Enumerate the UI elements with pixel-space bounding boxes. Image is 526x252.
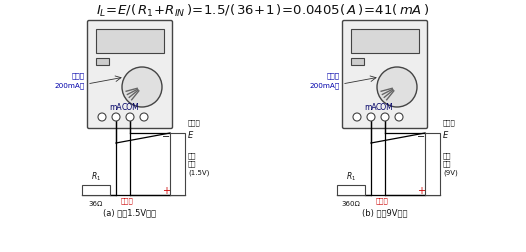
Text: (b) 检测9V电池: (b) 检测9V电池 xyxy=(362,208,408,217)
Text: 红表笔: 红表笔 xyxy=(376,198,389,204)
Text: $R_1$: $R_1$ xyxy=(91,171,101,183)
Text: 360Ω: 360Ω xyxy=(341,201,360,207)
Bar xyxy=(170,133,185,195)
Text: mA: mA xyxy=(365,103,377,111)
Circle shape xyxy=(112,113,120,121)
Text: 黑表笔: 黑表笔 xyxy=(188,120,201,126)
Text: −: − xyxy=(162,132,170,142)
Circle shape xyxy=(381,113,389,121)
Text: $R_1$: $R_1$ xyxy=(346,171,356,183)
Circle shape xyxy=(140,113,148,121)
Circle shape xyxy=(377,67,417,107)
FancyBboxPatch shape xyxy=(342,20,428,129)
Text: E: E xyxy=(188,132,193,141)
Text: 被测
电池
(1.5V): 被测 电池 (1.5V) xyxy=(188,152,209,176)
Text: +: + xyxy=(162,186,170,196)
Text: E: E xyxy=(443,132,448,141)
Circle shape xyxy=(367,113,375,121)
Text: 被测
电池
(9V): 被测 电池 (9V) xyxy=(443,152,458,176)
Circle shape xyxy=(122,67,162,107)
Text: +: + xyxy=(417,186,425,196)
Text: 200mA挡: 200mA挡 xyxy=(310,82,340,89)
Text: 置直流: 置直流 xyxy=(327,72,340,79)
Circle shape xyxy=(98,113,106,121)
Bar xyxy=(337,185,365,195)
Bar xyxy=(351,29,419,53)
Text: mA: mA xyxy=(110,103,123,111)
Circle shape xyxy=(353,113,361,121)
Text: COM: COM xyxy=(376,103,394,111)
Circle shape xyxy=(395,113,403,121)
Text: COM: COM xyxy=(121,103,139,111)
Text: 红表笔: 红表笔 xyxy=(121,198,134,204)
FancyBboxPatch shape xyxy=(87,20,173,129)
Bar xyxy=(82,185,110,195)
Bar xyxy=(351,58,364,65)
Bar xyxy=(96,58,109,65)
Text: (a) 检测1.5V电池: (a) 检测1.5V电池 xyxy=(104,208,157,217)
Bar xyxy=(425,133,440,195)
Text: 黑表笔: 黑表笔 xyxy=(443,120,456,126)
Text: $I_L\!=\!E/(\,R_1\!+\!R_{IN}\,)\!=\!1.5/(\,36\!+\!1\,)\!=\!0.0405(\,A\,)\!=\!41(: $I_L\!=\!E/(\,R_1\!+\!R_{IN}\,)\!=\!1.5/… xyxy=(96,3,430,19)
Text: −: − xyxy=(417,132,425,142)
Text: 36Ω: 36Ω xyxy=(89,201,103,207)
Bar xyxy=(96,29,164,53)
Text: 200mA挡: 200mA挡 xyxy=(55,82,85,89)
Text: 置直流: 置直流 xyxy=(72,72,85,79)
Circle shape xyxy=(126,113,134,121)
